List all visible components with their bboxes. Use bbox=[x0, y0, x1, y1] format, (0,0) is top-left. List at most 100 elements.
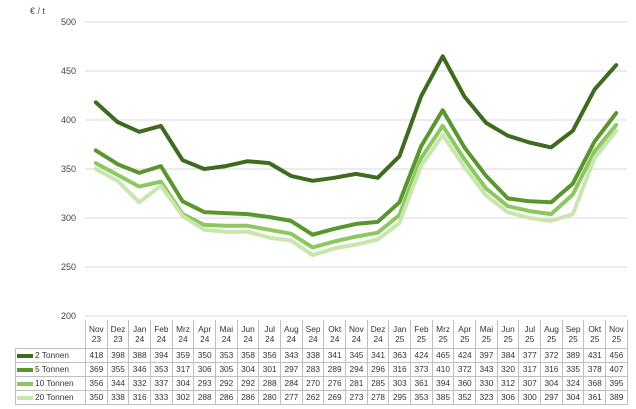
data-point bbox=[289, 232, 293, 236]
data-label: 335 bbox=[561, 362, 585, 377]
category-month: Aug bbox=[544, 324, 559, 334]
data-label: 397 bbox=[475, 348, 498, 363]
category-label: Okt 25 bbox=[583, 320, 607, 349]
legend-swatch bbox=[17, 367, 33, 372]
data-label: 301 bbox=[258, 362, 282, 377]
category-label: Apr 24 bbox=[193, 320, 217, 349]
data-point bbox=[159, 184, 163, 188]
data-label: 385 bbox=[431, 390, 455, 405]
category-month: Jun bbox=[501, 324, 515, 334]
data-label: 353 bbox=[410, 390, 433, 405]
legend-label: 2 Tonnen bbox=[35, 350, 69, 360]
data-label: 346 bbox=[128, 362, 152, 377]
data-point bbox=[441, 108, 445, 112]
data-point bbox=[267, 161, 271, 165]
data-label: 341 bbox=[366, 348, 390, 363]
data-label: 410 bbox=[431, 362, 455, 377]
data-label: 352 bbox=[453, 390, 477, 405]
data-label: 295 bbox=[388, 390, 412, 405]
data-label: 324 bbox=[561, 376, 585, 391]
category-label: Feb 25 bbox=[410, 320, 433, 349]
data-point bbox=[527, 209, 532, 213]
table-row: 5 Tonnen 369 355 346 353 317 306 305 304 301 297 28… bbox=[15, 362, 628, 377]
category-label: Aug 25 bbox=[540, 320, 563, 349]
category-label: Jan 24 bbox=[128, 320, 152, 349]
data-point bbox=[354, 242, 358, 247]
category-label: Nov 23 bbox=[85, 320, 108, 349]
data-point bbox=[592, 156, 597, 160]
category-month: Jul bbox=[524, 324, 536, 334]
data-point bbox=[332, 239, 336, 244]
data-point bbox=[549, 219, 553, 223]
data-label: 372 bbox=[540, 348, 563, 363]
category-year: 25 bbox=[503, 334, 513, 344]
data-label: 353 bbox=[215, 348, 238, 363]
category-year: 24 bbox=[286, 334, 296, 344]
data-label: 373 bbox=[410, 362, 433, 377]
data-label: 306 bbox=[496, 390, 520, 405]
data-point bbox=[311, 179, 315, 183]
data-point bbox=[592, 140, 597, 144]
data-point bbox=[137, 200, 141, 204]
legend-swatch bbox=[17, 395, 33, 400]
data-label: 363 bbox=[388, 348, 412, 363]
data-point bbox=[571, 129, 575, 133]
data-point bbox=[419, 156, 423, 160]
data-point bbox=[311, 245, 315, 249]
data-label: 388 bbox=[128, 348, 152, 363]
category-year: 23 bbox=[113, 334, 123, 344]
data-point bbox=[181, 214, 185, 218]
data-point bbox=[115, 120, 120, 124]
data-point bbox=[137, 185, 141, 189]
data-point bbox=[181, 199, 185, 203]
category-label: Jun 24 bbox=[236, 320, 260, 349]
data-label: 341 bbox=[323, 348, 347, 363]
category-month: Nov bbox=[349, 324, 364, 334]
data-point bbox=[224, 224, 228, 228]
data-label: 317 bbox=[171, 362, 195, 377]
category-label: Jan 25 bbox=[388, 320, 412, 349]
category-label: Mai 25 bbox=[475, 320, 498, 349]
category-month: Nov bbox=[609, 324, 624, 334]
data-point bbox=[527, 216, 532, 220]
data-point bbox=[571, 192, 575, 197]
category-year: 25 bbox=[611, 334, 622, 344]
series-lines bbox=[93, 54, 619, 258]
category-month: Mai bbox=[479, 324, 494, 334]
legend-entry: 10 Tonnen bbox=[15, 376, 86, 391]
gridlines bbox=[85, 21, 627, 317]
data-point bbox=[181, 158, 185, 162]
data-point bbox=[614, 129, 618, 133]
category-year: 25 bbox=[546, 334, 557, 344]
data-point bbox=[462, 94, 466, 99]
data-point bbox=[376, 176, 380, 180]
data-point bbox=[94, 100, 98, 104]
data-label: 350 bbox=[193, 348, 217, 363]
category-header-row: Nov 23 Dez 23 Jan 24 Feb 24 Mrz 24 Apr 24 Mai 24 Jun 24… bbox=[16, 320, 628, 349]
data-point bbox=[397, 154, 401, 158]
legend-swatch bbox=[17, 353, 33, 358]
data-point bbox=[224, 230, 228, 234]
data-label: 394 bbox=[431, 376, 455, 391]
category-label: Mrz 25 bbox=[431, 320, 455, 349]
data-point bbox=[246, 212, 250, 216]
data-label: 307 bbox=[518, 376, 542, 391]
data-label: 303 bbox=[388, 376, 412, 391]
legend-label: 20 Tonnen bbox=[35, 392, 74, 402]
category-month: Jul bbox=[264, 324, 276, 334]
data-label: 356 bbox=[85, 376, 108, 391]
data-point bbox=[419, 144, 423, 149]
data-label: 300 bbox=[518, 390, 542, 405]
data-point bbox=[311, 253, 315, 257]
data-point bbox=[332, 246, 336, 250]
data-label: 424 bbox=[453, 348, 477, 363]
data-label: 317 bbox=[518, 362, 542, 377]
category-month: Apr bbox=[198, 324, 212, 334]
data-label: 288 bbox=[193, 390, 217, 405]
category-label: Sep 25 bbox=[561, 320, 585, 349]
data-point bbox=[159, 124, 163, 128]
chart: € / t 200 250 300 350 400 450 500 bbox=[30, 6, 627, 320]
y-tick-label: 200 bbox=[61, 311, 76, 320]
data-label: 465 bbox=[431, 348, 455, 363]
data-point bbox=[137, 130, 141, 134]
